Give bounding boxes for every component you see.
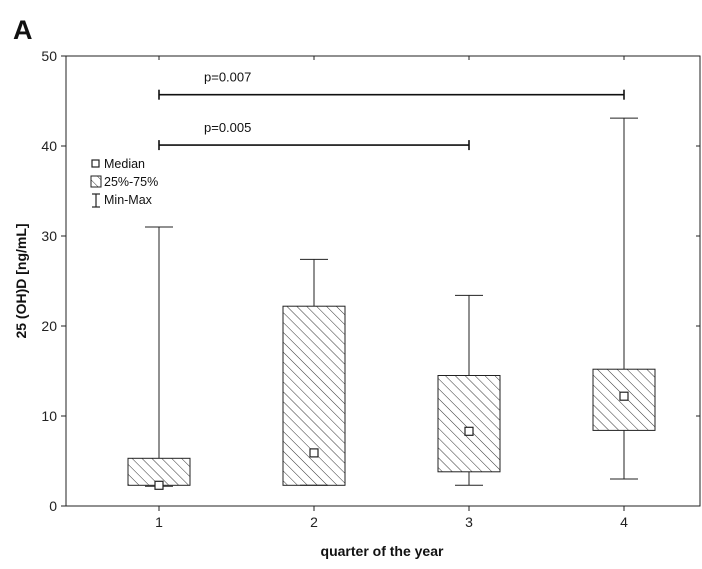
- y-tick-label: 50: [41, 48, 57, 64]
- y-axis: 0 10 20 30 40 50: [41, 48, 700, 514]
- legend-label-quartiles: 25%-75%: [104, 175, 158, 189]
- box-series: [127, 117, 656, 490]
- median-marker: [154, 480, 164, 490]
- plot-area-frame: [65, 55, 701, 507]
- legend-whisker-icon: [92, 193, 100, 208]
- median-marker: [464, 426, 474, 436]
- x-tick-label: 4: [620, 514, 628, 530]
- y-tick-label: 10: [41, 408, 57, 424]
- panel-label: A: [13, 15, 33, 45]
- legend: Median 25%-75% Min-Max: [90, 157, 158, 208]
- iqr-box: [437, 375, 501, 473]
- y-axis-title: 25 (OH)D [ng/mL]: [13, 223, 29, 338]
- box-quarter-3: [437, 294, 501, 486]
- x-axis-title: quarter of the year: [321, 543, 444, 559]
- significance-bracket: p=0.007: [158, 70, 625, 100]
- legend-label-median: Median: [104, 157, 145, 171]
- legend-label-min-max: Min-Max: [104, 193, 153, 207]
- median-marker: [309, 448, 319, 458]
- y-tick-label: 20: [41, 318, 57, 334]
- box-quarter-1: [127, 226, 191, 490]
- x-tick-label: 2: [310, 514, 318, 530]
- significance-bracket: p=0.005: [158, 120, 470, 151]
- x-tick-label: 1: [155, 514, 163, 530]
- p-value-label: p=0.007: [204, 70, 251, 85]
- y-tick-label: 30: [41, 228, 57, 244]
- box-quarter-4: [592, 117, 656, 480]
- p-value-label: p=0.005: [204, 120, 251, 135]
- box-quarter-2: [282, 258, 346, 486]
- x-axis: 1 2 3 4: [155, 56, 628, 530]
- x-tick-label: 3: [465, 514, 473, 530]
- iqr-box: [282, 305, 346, 486]
- significance-annotations: p=0.007 p=0.005: [158, 70, 625, 151]
- legend-hatched-box-icon: [90, 175, 102, 188]
- median-marker: [619, 391, 629, 401]
- y-tick-label: 0: [49, 498, 57, 514]
- y-tick-label: 40: [41, 138, 57, 154]
- legend-median-icon: [91, 159, 100, 168]
